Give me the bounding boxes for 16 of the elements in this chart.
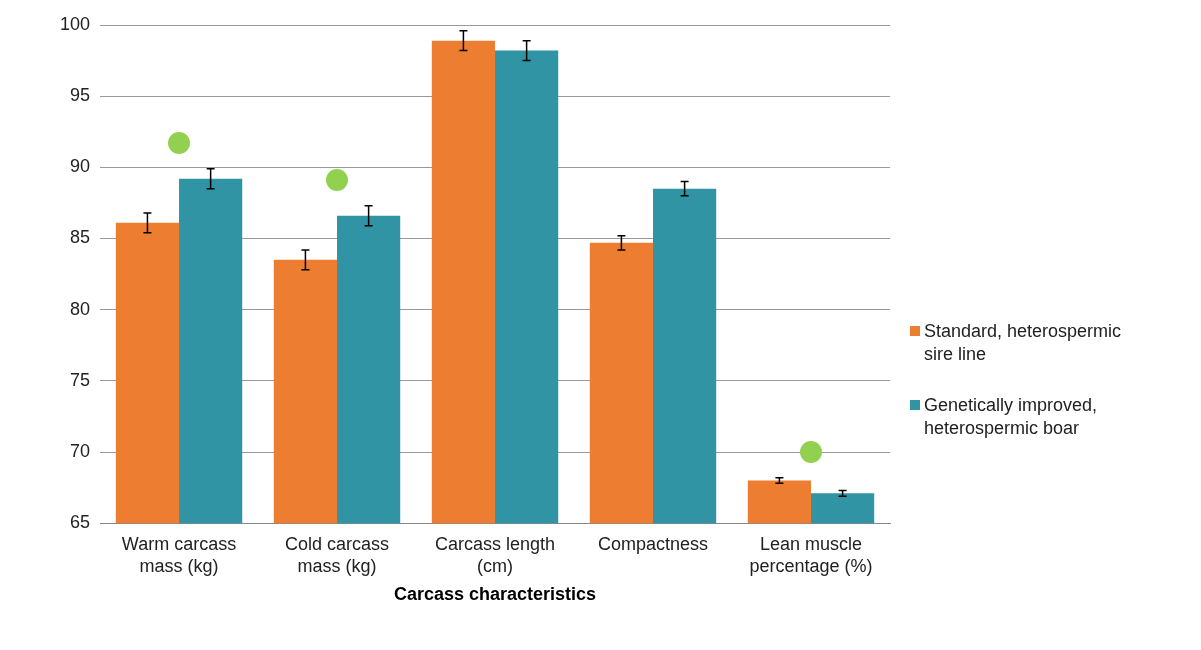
y-tick-label: 70 [70,441,91,461]
y-tick-label: 90 [70,156,91,177]
y-tick-label: 95 [70,85,91,106]
legend-label: Standard, heterospermic sire line [924,320,1123,366]
x-tick-label: Warm carcass mass (kg) [121,533,237,576]
x-tick-label: Carcass length (cm) [434,533,556,576]
x-tick-label: Lean muscle percentage (%) [749,533,873,576]
x-tick-label: Compactness [597,533,709,554]
x-tick-label: Cold carcass mass (kg) [285,533,390,576]
y-tick-label: 85 [70,227,91,248]
y-tick-label: 65 [70,512,91,533]
x-axis-title: Carcass characteristics [393,584,597,605]
y-tick-label: 80 [70,298,91,319]
legend-label: Genetically improved, heterospermic boar [924,394,1099,440]
y-tick-label: 100 [59,13,91,34]
y-tick-label: 75 [70,369,91,390]
